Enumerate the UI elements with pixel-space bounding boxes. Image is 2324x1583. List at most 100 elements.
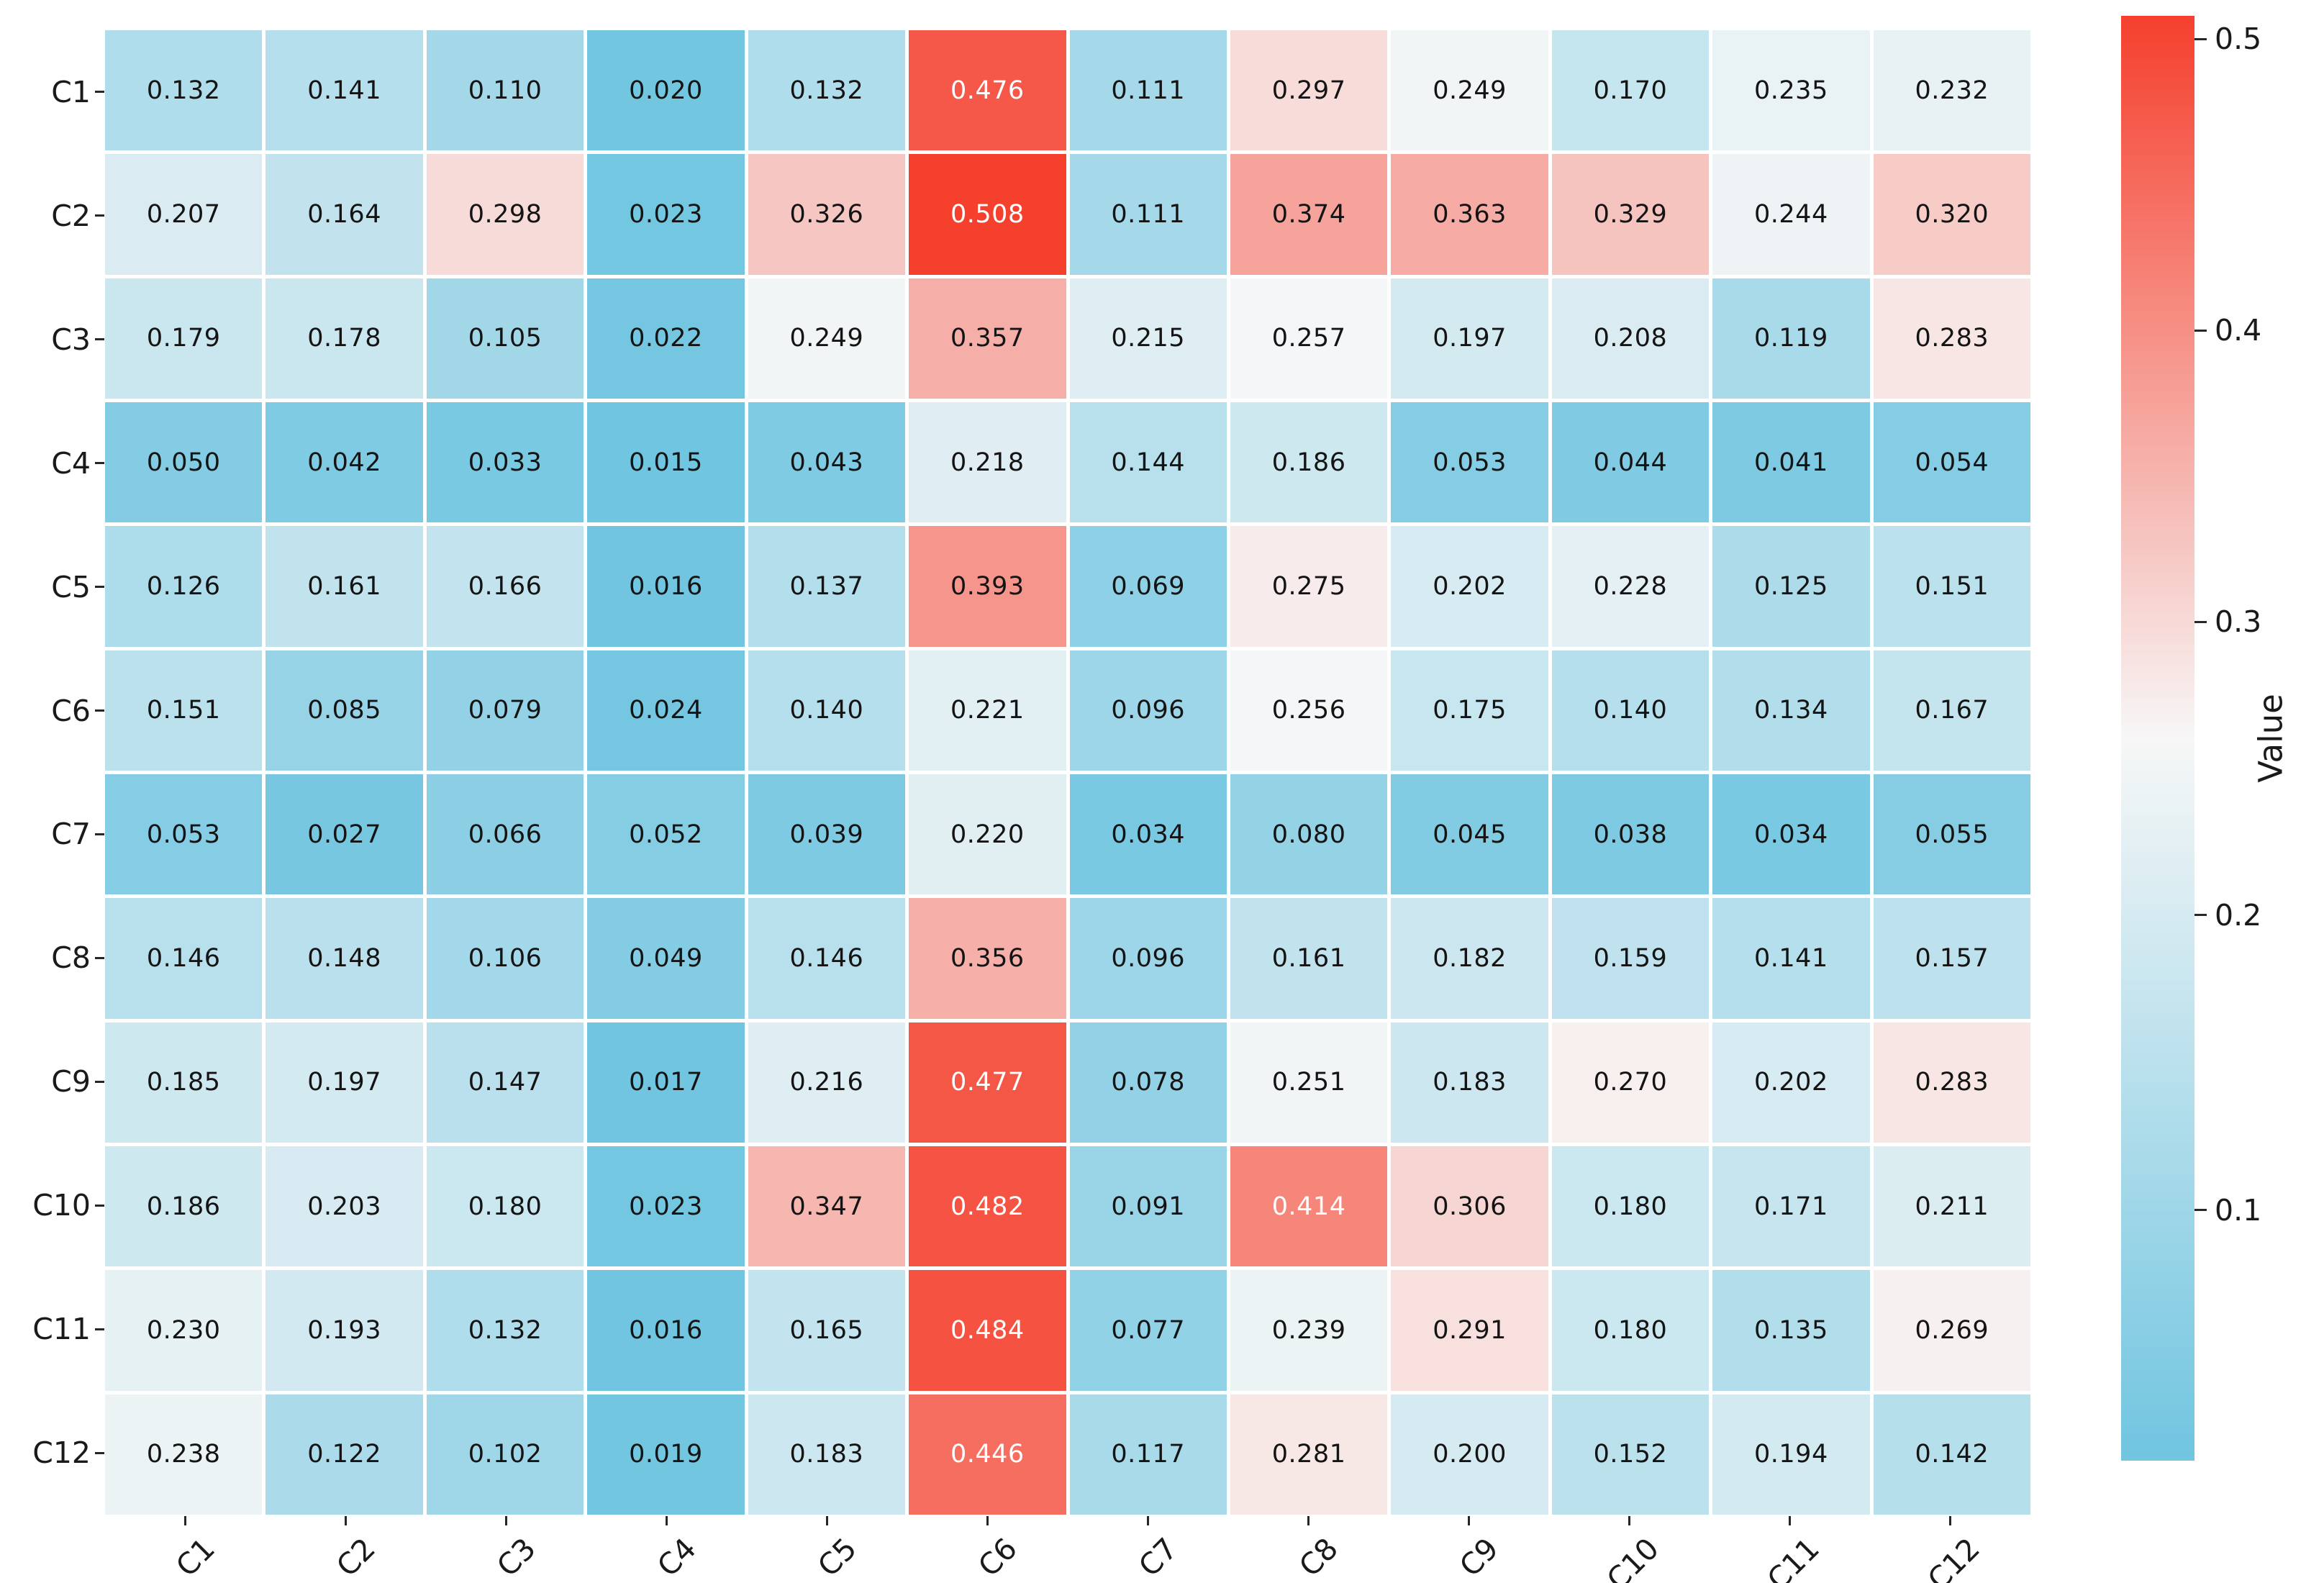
heatmap-cell: 0.235 (1712, 30, 1870, 151)
heatmap-cell: 0.211 (1873, 1146, 2030, 1267)
y-tick-mark (95, 462, 104, 465)
y-tick-label: C12 (32, 1435, 91, 1471)
heatmap-cell: 0.151 (105, 650, 263, 771)
x-tick-label: C7 (1131, 1531, 1184, 1583)
x-tick-mark (1949, 1516, 1951, 1525)
colorbar-gradient (2121, 16, 2194, 1461)
heatmap-cell: 0.147 (426, 1022, 584, 1143)
heatmap-cell: 0.096 (1069, 898, 1227, 1019)
heatmap-cell: 0.146 (105, 898, 263, 1019)
heatmap-cell: 0.110 (426, 30, 584, 151)
heatmap-cell: 0.180 (426, 1146, 584, 1267)
heatmap-cell: 0.270 (1551, 1022, 1710, 1143)
heatmap-cell: 0.216 (748, 1022, 906, 1143)
x-tick-mark (986, 1516, 989, 1525)
heatmap-cell: 0.024 (587, 650, 745, 771)
heatmap-cell: 0.122 (265, 1394, 423, 1515)
x-tick-mark (1468, 1516, 1470, 1525)
x-tick-mark (1628, 1516, 1630, 1525)
heatmap-cell: 0.374 (1230, 154, 1388, 275)
heatmap-cell: 0.117 (1069, 1394, 1227, 1515)
heatmap-cell: 0.157 (1873, 898, 2030, 1019)
y-tick-label: C7 (51, 817, 91, 852)
heatmap-cell: 0.230 (105, 1270, 263, 1391)
heatmap-cell: 0.203 (265, 1146, 423, 1267)
heatmap-cell: 0.161 (1230, 898, 1388, 1019)
y-tick-mark (95, 586, 104, 589)
heatmap-cell: 0.132 (748, 30, 906, 151)
heatmap-cell: 0.269 (1873, 1270, 2030, 1391)
heatmap-cell: 0.183 (748, 1394, 906, 1515)
heatmap-cell: 0.079 (426, 650, 584, 771)
x-tick-label: C12 (1920, 1531, 1987, 1583)
heatmap-cell: 0.166 (426, 526, 584, 647)
heatmap-grid: 0.132 0.141 0.110 0.020 0.132 0.476 0.111 0.297… (105, 30, 2030, 1515)
heatmap-cell: 0.171 (1712, 1146, 1870, 1267)
x-tick-mark (1789, 1516, 1791, 1525)
y-tick-label: C2 (51, 198, 91, 233)
y-tick-mark (95, 956, 104, 959)
colorbar-tick-label: 0.1 (2215, 1192, 2262, 1228)
heatmap-cell: 0.197 (1391, 278, 1548, 399)
y-tick-label: C4 (51, 445, 91, 481)
x-tick-label: C8 (1292, 1531, 1345, 1583)
heatmap-cell: 0.194 (1712, 1394, 1870, 1515)
heatmap-cell: 0.357 (909, 278, 1066, 399)
heatmap-cell: 0.193 (265, 1270, 423, 1391)
heatmap-cell: 0.477 (909, 1022, 1066, 1143)
heatmap-cell: 0.165 (748, 1270, 906, 1391)
heatmap-cell: 0.140 (748, 650, 906, 771)
y-tick-mark (95, 833, 104, 835)
heatmap-cell: 0.179 (105, 278, 263, 399)
heatmap-cell: 0.298 (426, 154, 584, 275)
colorbar-tick-label: 0.2 (2215, 897, 2262, 933)
y-tick-mark (95, 214, 104, 217)
heatmap-cell: 0.208 (1551, 278, 1710, 399)
heatmap-cell: 0.207 (105, 154, 263, 275)
heatmap-cell: 0.055 (1873, 774, 2030, 895)
heatmap-cell: 0.016 (587, 526, 745, 647)
heatmap-cell: 0.197 (265, 1022, 423, 1143)
y-tick-mark (95, 1080, 104, 1083)
heatmap-cell: 0.281 (1230, 1394, 1388, 1515)
heatmap-cell: 0.085 (265, 650, 423, 771)
heatmap-cell: 0.041 (1712, 402, 1870, 523)
x-tick-mark (826, 1516, 828, 1525)
heatmap-cell: 0.202 (1391, 526, 1548, 647)
heatmap-cell: 0.283 (1873, 1022, 2030, 1143)
heatmap-cell: 0.135 (1712, 1270, 1870, 1391)
heatmap-cell: 0.132 (105, 30, 263, 151)
heatmap-cell: 0.050 (105, 402, 263, 523)
heatmap-cell: 0.052 (587, 774, 745, 895)
heatmap-cell: 0.125 (1712, 526, 1870, 647)
heatmap-cell: 0.356 (909, 898, 1066, 1019)
heatmap-cell: 0.180 (1551, 1146, 1710, 1267)
heatmap-cell: 0.140 (1551, 650, 1710, 771)
heatmap-cell: 0.363 (1391, 154, 1548, 275)
heatmap-cell: 0.152 (1551, 1394, 1710, 1515)
heatmap-cell: 0.096 (1069, 650, 1227, 771)
x-tick-mark (666, 1516, 668, 1525)
y-tick-label: C9 (51, 1064, 91, 1099)
heatmap-cell: 0.015 (587, 402, 745, 523)
heatmap-cell: 0.069 (1069, 526, 1227, 647)
heatmap-cell: 0.080 (1230, 774, 1388, 895)
colorbar-tick-label: 0.3 (2215, 604, 2262, 640)
heatmap-cell: 0.159 (1551, 898, 1710, 1019)
heatmap-cell: 0.053 (105, 774, 263, 895)
heatmap-cell: 0.232 (1873, 30, 2030, 151)
heatmap-cell: 0.020 (587, 30, 745, 151)
heatmap-cell: 0.183 (1391, 1022, 1548, 1143)
heatmap-cell: 0.164 (265, 154, 423, 275)
heatmap-cell: 0.329 (1551, 154, 1710, 275)
x-tick-mark (345, 1516, 347, 1525)
heatmap-cell: 0.119 (1712, 278, 1870, 399)
heatmap-cell: 0.238 (105, 1394, 263, 1515)
heatmap-cell: 0.297 (1230, 30, 1388, 151)
heatmap-cell: 0.017 (587, 1022, 745, 1143)
heatmap-cell: 0.151 (1873, 526, 2030, 647)
x-tick-mark (1147, 1516, 1149, 1525)
heatmap-cell: 0.257 (1230, 278, 1388, 399)
heatmap-cell: 0.170 (1551, 30, 1710, 151)
